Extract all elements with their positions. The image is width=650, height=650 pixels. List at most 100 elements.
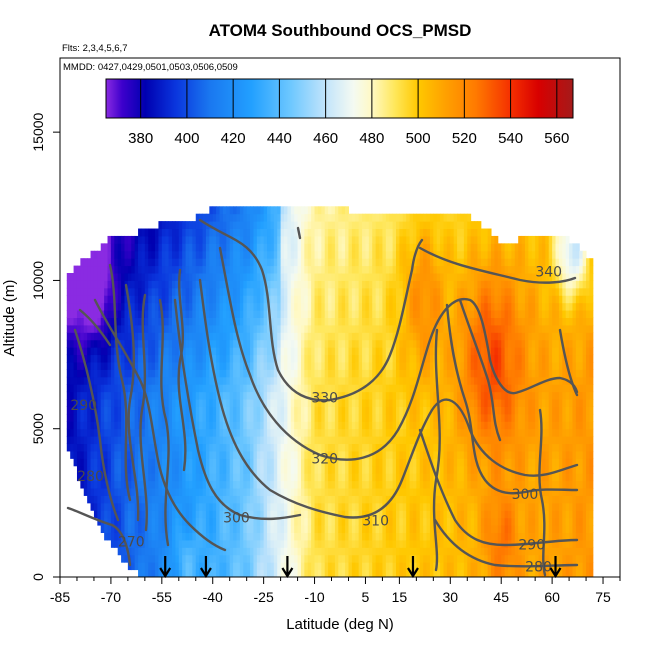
- heatmap-cell: [392, 532, 397, 541]
- heatmap-cell: [307, 317, 312, 326]
- heatmap-cell: [368, 517, 373, 526]
- heatmap-cell: [270, 354, 275, 363]
- heatmap-cell: [246, 569, 251, 577]
- heatmap-cell: [267, 384, 271, 393]
- heatmap-cell: [331, 554, 336, 563]
- heatmap-cell: [331, 391, 336, 400]
- heatmap-cell: [158, 221, 163, 230]
- heatmap-cell: [104, 532, 109, 541]
- heatmap-cell: [83, 458, 88, 467]
- heatmap-cell: [168, 517, 173, 526]
- heatmap-cell: [158, 317, 163, 326]
- heatmap-cell: [334, 324, 339, 333]
- heatmap-cell: [355, 376, 360, 385]
- heatmap-cell: [175, 221, 180, 230]
- heatmap-cell: [229, 547, 234, 556]
- heatmap-cell: [277, 450, 282, 459]
- heatmap-cell: [185, 539, 190, 548]
- heatmap-cell: [375, 302, 380, 311]
- heatmap-cell: [175, 228, 180, 237]
- heatmap-cell: [263, 428, 268, 437]
- heatmap-cell: [216, 332, 221, 341]
- heatmap-cell: [341, 421, 346, 430]
- heatmap-cell: [389, 376, 394, 385]
- heatmap-cell: [155, 391, 159, 400]
- heatmap-cell: [328, 317, 333, 326]
- heatmap-cell: [416, 302, 421, 311]
- heatmap-cell: [212, 510, 217, 519]
- heatmap-cell: [416, 488, 421, 496]
- heatmap-cell: [155, 413, 159, 422]
- heatmap-cell: [277, 228, 282, 237]
- heatmap-cell: [199, 384, 204, 393]
- heatmap-cell: [304, 554, 309, 563]
- heatmap-cell: [83, 280, 88, 289]
- heatmap-cell: [134, 250, 139, 259]
- heatmap-cell: [195, 525, 200, 534]
- heatmap-cell: [317, 302, 322, 311]
- heatmap-cell: [402, 332, 407, 341]
- heatmap-cell: [195, 539, 200, 548]
- heatmap-cell: [216, 265, 221, 274]
- chart-title: ATOM4 Southbound OCS_PMSD: [209, 21, 472, 40]
- heatmap-cell: [124, 384, 129, 393]
- heatmap-cell: [334, 488, 339, 496]
- heatmap-cell: [419, 250, 424, 259]
- heatmap-cell: [172, 310, 176, 318]
- heatmap-cell: [144, 488, 149, 496]
- heatmap-cell: [182, 510, 187, 519]
- heatmap-cell: [212, 502, 217, 511]
- heatmap-cell: [226, 376, 231, 385]
- heatmap-cell: [205, 532, 210, 541]
- heatmap-cell: [280, 273, 285, 281]
- heatmap-cell: [419, 406, 424, 415]
- heatmap-cell: [307, 413, 312, 422]
- heatmap-cell: [100, 302, 105, 311]
- heatmap-cell: [188, 317, 193, 326]
- heatmap-cell: [419, 488, 424, 496]
- heatmap-cell: [263, 369, 268, 378]
- heatmap-cell: [107, 280, 112, 289]
- heatmap-cell: [73, 443, 78, 452]
- heatmap-cell: [331, 525, 336, 534]
- heatmap-cell: [379, 376, 383, 385]
- heatmap-cell: [280, 480, 285, 489]
- heatmap-cell: [372, 502, 377, 511]
- heatmap-cell: [104, 413, 109, 422]
- heatmap-cell: [270, 324, 275, 333]
- heatmap-cell: [73, 376, 78, 385]
- heatmap-cell: [311, 384, 316, 393]
- heatmap-cell: [212, 450, 217, 459]
- heatmap-cell: [358, 213, 363, 222]
- heatmap-cell: [345, 532, 349, 541]
- heatmap-cell: [121, 428, 125, 437]
- heatmap-cell: [155, 495, 159, 504]
- heatmap-cell: [87, 332, 92, 341]
- heatmap-cell: [212, 391, 217, 400]
- heatmap-cell: [209, 391, 214, 400]
- heatmap-cell: [239, 273, 244, 281]
- heatmap-cell: [199, 539, 204, 548]
- heatmap-cell: [233, 295, 237, 304]
- heatmap-cell: [416, 458, 421, 467]
- heatmap-cell: [141, 376, 146, 385]
- heatmap-cell: [246, 317, 251, 326]
- heatmap-cell: [338, 532, 343, 541]
- heatmap-cell: [138, 554, 142, 563]
- heatmap-cell: [188, 562, 193, 571]
- heatmap-cell: [76, 369, 81, 378]
- heatmap-cell: [280, 228, 285, 237]
- heatmap-cell: [331, 317, 336, 326]
- heatmap-cell: [402, 310, 407, 318]
- heatmap-cell: [311, 280, 316, 289]
- heatmap-cell: [185, 339, 190, 348]
- heatmap-cell: [151, 547, 156, 556]
- heatmap-cell: [409, 339, 414, 348]
- heatmap-cell: [134, 361, 139, 370]
- heatmap-cell: [192, 332, 197, 341]
- heatmap-cell: [348, 436, 353, 445]
- heatmap-cell: [239, 221, 244, 230]
- heatmap-cell: [348, 562, 353, 571]
- heatmap-cell: [402, 569, 407, 577]
- heatmap-cell: [110, 324, 115, 333]
